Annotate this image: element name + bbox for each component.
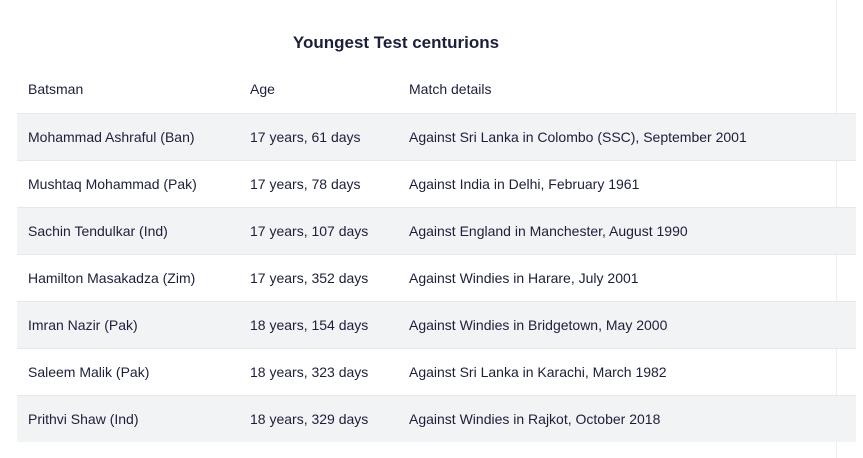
match-details-cell: Against Windies in Harare, July 2001 (398, 254, 856, 302)
header-match-details: Match details (409, 81, 492, 97)
match-details-cell: Against Sri Lanka in Colombo (SSC), Sept… (398, 113, 856, 161)
match-details-cell: Against Windies in Rajkot, October 2018 (398, 395, 856, 442)
table-row: Prithvi Shaw (Ind) 18 years, 329 days Agai… (17, 395, 856, 442)
age-cell: 17 years, 78 days (239, 160, 398, 208)
header-batsman: Batsman (28, 81, 84, 97)
match-details-cell: Against Sri Lanka in Karachi, March 1982 (398, 348, 856, 396)
centurions-table: Batsman Age Match details Mohammad Ashra… (17, 65, 856, 442)
table-row: Mushtaq Mohammad (Pak) 17 years, 78 days A… (17, 160, 856, 208)
table-row: Imran Nazir (Pak) 18 years, 154 days Again… (17, 301, 856, 349)
age-cell: 17 years, 107 days (239, 207, 398, 255)
table-row: Saleem Malik (Pak) 18 years, 323 days Agai… (17, 348, 856, 396)
match-details-cell: Against India in Delhi, February 1961 (398, 160, 856, 208)
batsman-cell: Mohammad Ashraful (Ban) (17, 113, 239, 161)
table-title: Youngest Test centurions (292, 33, 500, 52)
match-details-cell: Against England in Manchester, August 19… (398, 207, 856, 255)
table-row: Mohammad Ashraful (Ban) 17 years, 61 days… (17, 113, 856, 161)
age-cell: 17 years, 61 days (239, 113, 398, 161)
age-cell: 18 years, 329 days (239, 395, 398, 442)
age-cell: 18 years, 323 days (239, 348, 398, 396)
batsman-cell: Prithvi Shaw (Ind) (17, 395, 239, 442)
header-row: Batsman Age Match details (17, 65, 856, 114)
header-age: Age (250, 81, 275, 97)
batsman-cell: Sachin Tendulkar (Ind) (17, 207, 239, 255)
match-details-cell: Against Windies in Bridgetown, May 2000 (398, 301, 856, 349)
table-row: Hamilton Masakadza (Zim) 17 years, 352 da… (17, 254, 856, 302)
batsman-cell: Hamilton Masakadza (Zim) (17, 254, 239, 302)
age-cell: 17 years, 352 days (239, 254, 398, 302)
batsman-cell: Imran Nazir (Pak) (17, 301, 239, 349)
table-row: Sachin Tendulkar (Ind) 17 years, 107 days… (17, 207, 856, 255)
age-cell: 18 years, 154 days (239, 301, 398, 349)
batsman-cell: Saleem Malik (Pak) (17, 348, 239, 396)
batsman-cell: Mushtaq Mohammad (Pak) (17, 160, 239, 208)
